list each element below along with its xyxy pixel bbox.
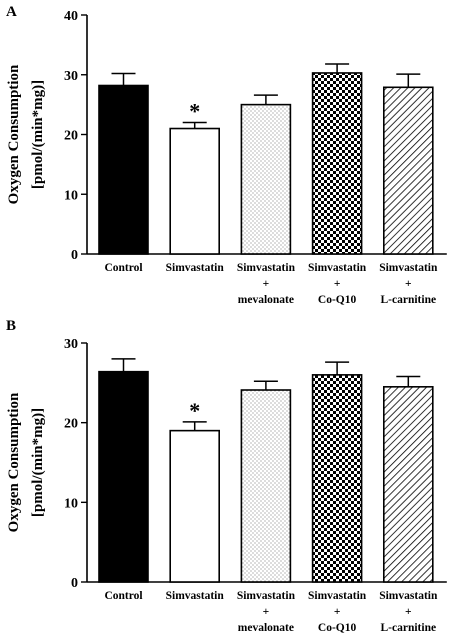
bar [382,86,434,255]
y-axis-label: Oxygen Consumption [6,392,22,532]
bar [311,374,363,583]
x-tick-label: Simvastatin [166,590,225,602]
x-tick-label: + [263,606,270,618]
bar [98,84,149,255]
x-tick-label: L-carnitine [381,294,437,306]
x-tick-label: mevalonate [238,294,294,306]
x-tick-label: Simvastatin [308,590,367,602]
y-tick-label: 40 [64,9,78,24]
panel-label: B [6,318,16,334]
bar [98,370,149,583]
x-tick-label: Control [104,590,142,602]
significance-marker: * [189,398,200,423]
y-tick-label: 30 [64,337,78,352]
bar [240,103,292,255]
x-tick-label: Simvastatin [237,590,296,602]
y-axis-label: Oxygen Consumption [6,64,22,204]
panel-b: B 0 10 20 30 Oxygen Consumption [pmol/(min*mg)… [6,318,447,634]
y-tick-label: 20 [64,417,78,432]
y-tick-label: 0 [71,248,78,263]
x-tick-label: + [405,278,412,290]
x-tick-label: Co-Q10 [318,622,357,634]
y-axis-label-units: [pmol/(min*mg)] [30,408,46,517]
panel-label: A [6,4,17,20]
x-tick-label: Simvastatin [308,262,367,274]
bar [311,72,363,255]
y-tick-label: 10 [64,496,78,511]
x-tick-label: + [334,606,341,618]
x-tick-label: Simvastatin [379,262,438,274]
y-tick-label: 30 [64,69,78,84]
y-tick-label: 10 [64,188,78,203]
y-tick-label: 20 [64,129,78,144]
x-tick-label: mevalonate [238,622,294,634]
bar [169,127,220,255]
x-tick-label: Simvastatin [237,262,296,274]
x-tick-label: L-carnitine [381,622,437,634]
bar [382,386,434,583]
y-tick-label: 0 [71,576,78,591]
x-tick-label: Simvastatin [166,262,225,274]
significance-marker: * [189,99,200,124]
bar [169,429,220,583]
panel-a: A 0 10 20 30 40 Oxygen Consumption [pmol/(min*m… [6,4,447,306]
bar [240,389,292,583]
x-tick-label: + [263,278,270,290]
x-tick-label: + [405,606,412,618]
x-tick-label: + [334,278,341,290]
x-tick-label: Simvastatin [379,590,438,602]
x-tick-label: Co-Q10 [318,294,357,306]
x-tick-label: Control [104,262,142,274]
y-axis-label-units: [pmol/(min*mg)] [30,80,46,189]
